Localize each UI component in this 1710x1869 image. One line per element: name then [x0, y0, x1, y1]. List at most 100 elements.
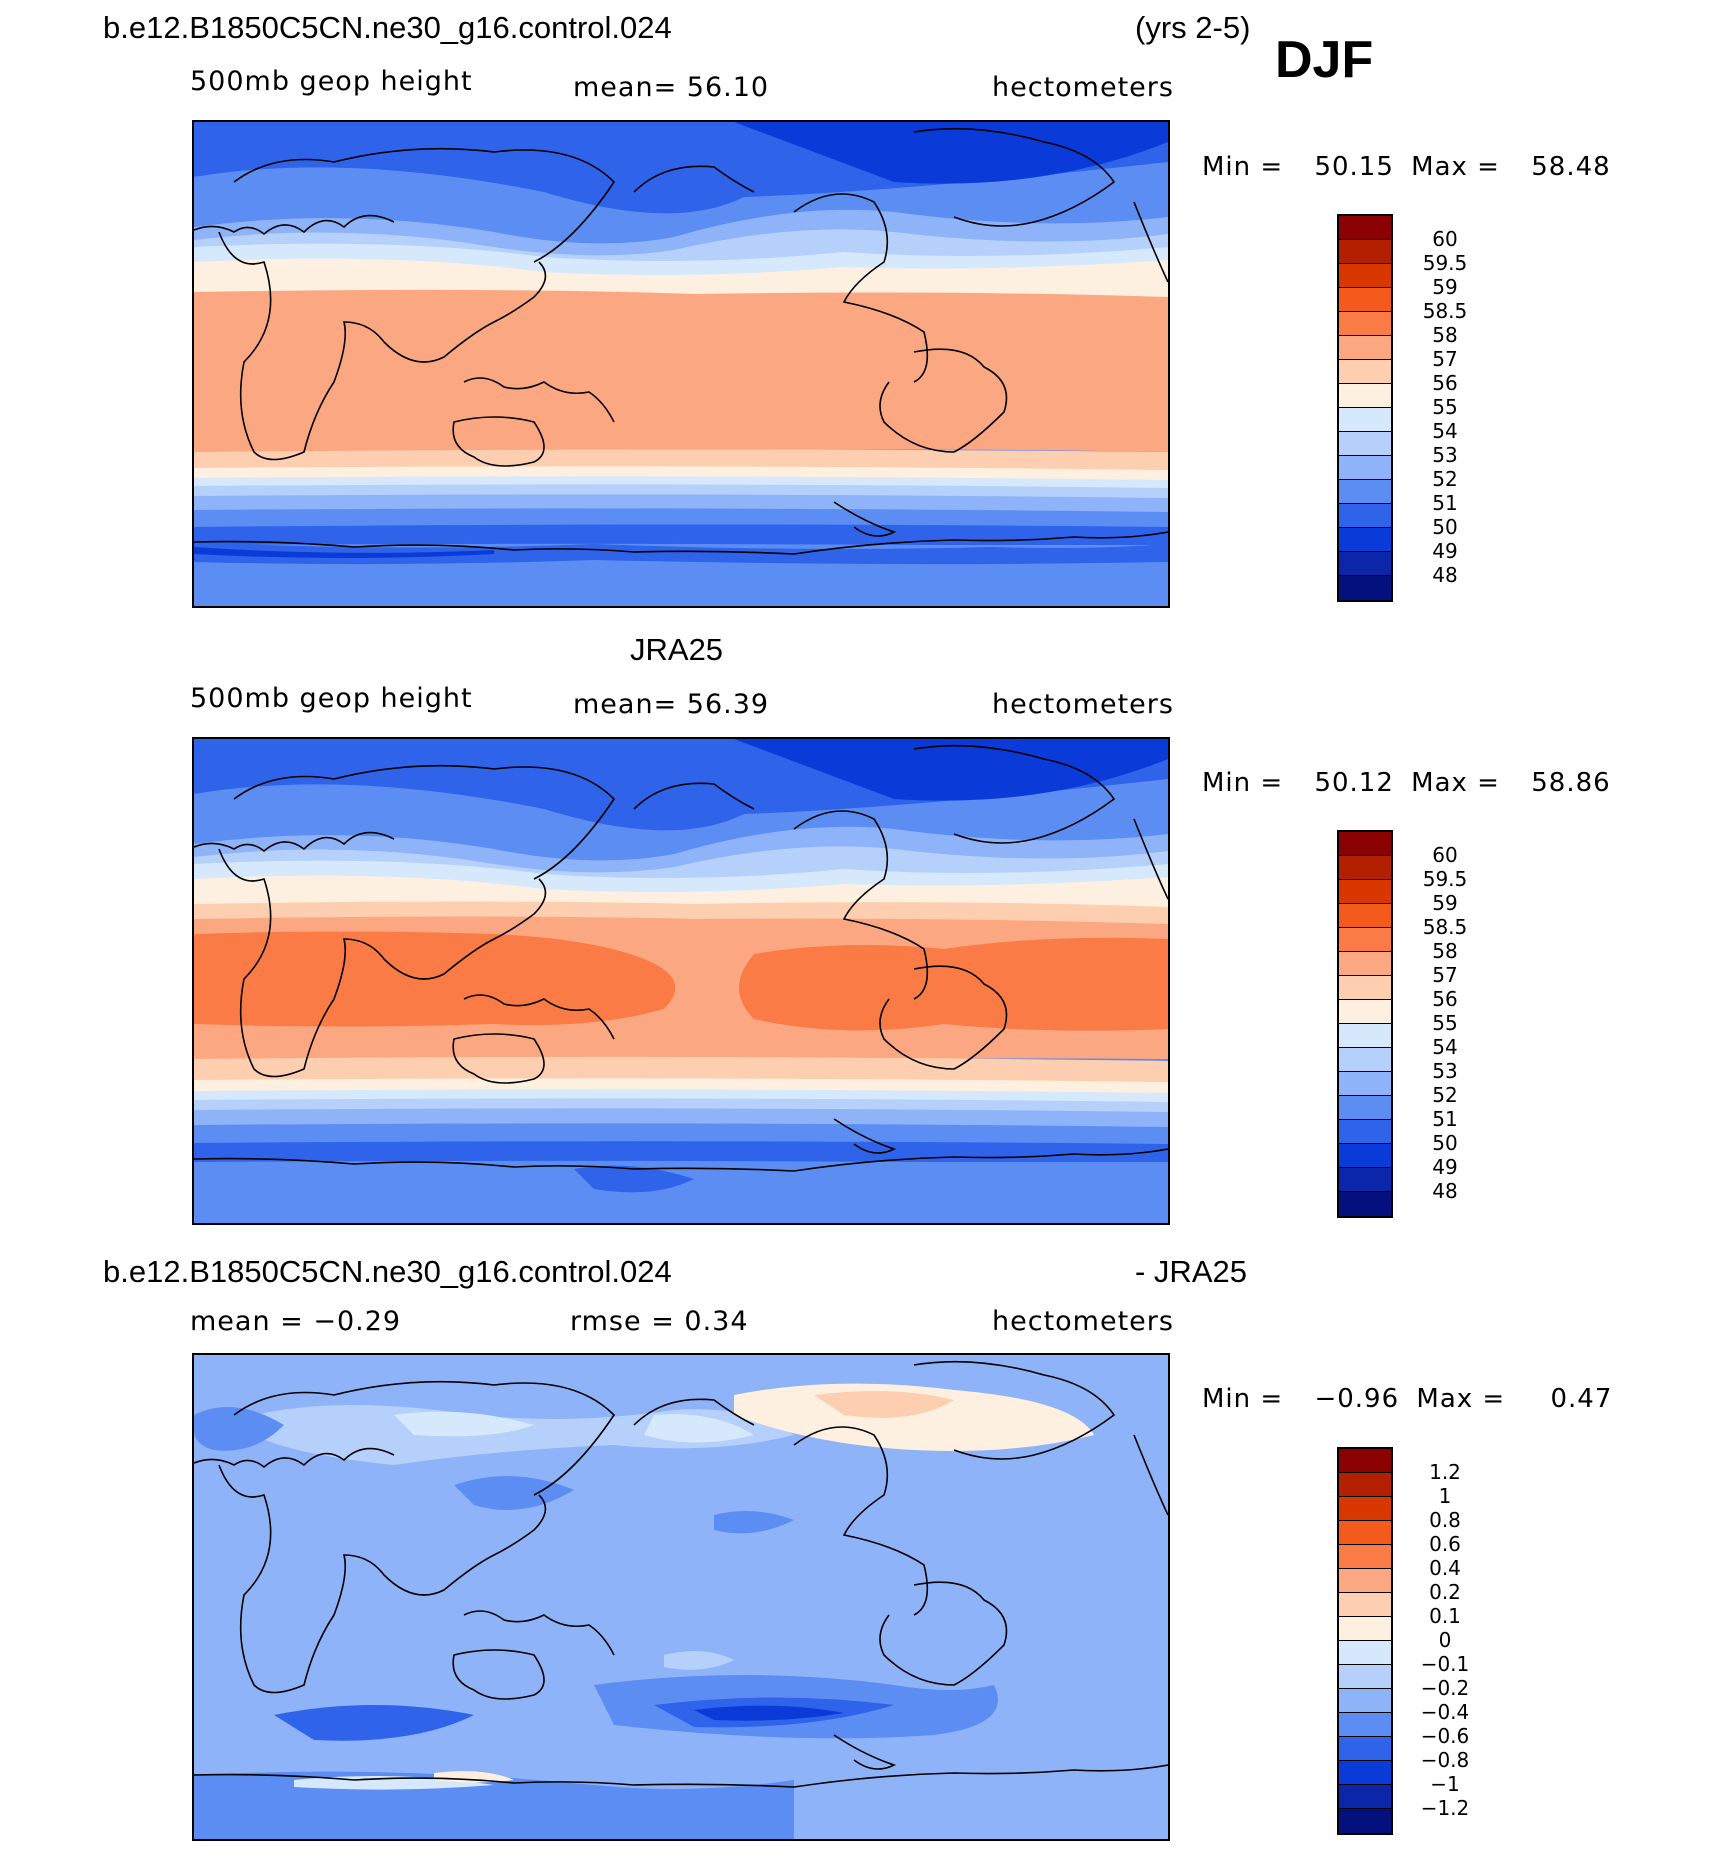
panel3-colorbar-box [1339, 1473, 1391, 1497]
panel2-map [192, 737, 1170, 1225]
panel1-cb-label: 59.5 [1422, 251, 1468, 275]
panel2-variable: 500mb geop height [190, 683, 473, 714]
panel1-min-value: 50.15 [1314, 152, 1394, 182]
panel3-max-value: 0.47 [1550, 1384, 1613, 1414]
panel2-colorbar-box [1339, 904, 1391, 928]
panel3-colorbar-box [1339, 1689, 1391, 1713]
panel1-colorbar-box [1339, 216, 1391, 240]
panel2-colorbar-box [1339, 856, 1391, 880]
panel2-minmax: Min = 50.12 Max = 58.86 [1202, 768, 1611, 798]
panel1-cb-label: 50 [1432, 515, 1458, 539]
panel1-max-label: Max = [1411, 152, 1500, 182]
panel3-cb-label: 1.2 [1429, 1460, 1461, 1484]
panel3-colorbar-labels: 1.2 1 0.8 0.6 0.4 0.2 0.1 0 −0.1 −0.2 −0… [1405, 1460, 1485, 1820]
panel1-colorbar-labels: 60 59.5 59 58.5 58 57 56 55 54 53 52 51 … [1405, 227, 1485, 587]
panel3-cb-label: −0.1 [1420, 1652, 1470, 1676]
panel2-min-value: 50.12 [1314, 768, 1394, 798]
panel1-colorbar-box [1339, 264, 1391, 288]
panel1-cb-label: 54 [1432, 419, 1458, 443]
panel2-colorbar-box [1339, 1048, 1391, 1072]
panel2-colorbar-box [1339, 976, 1391, 1000]
panel3-minmax: Min = −0.96 Max = 0.47 [1202, 1384, 1612, 1414]
panel1-cb-label: 55 [1432, 395, 1458, 419]
years-label: (yrs 2-5) [1135, 10, 1251, 45]
panel3-cb-label: 0.1 [1429, 1604, 1461, 1628]
panel2-cb-label: 52 [1432, 1083, 1458, 1107]
panel3-colorbar [1337, 1447, 1393, 1835]
reference-title: JRA25 [630, 632, 724, 667]
panel3-cb-label: 0.8 [1429, 1508, 1461, 1532]
panel1-cb-label: 57 [1432, 347, 1458, 371]
panel1-variable: 500mb geop height [190, 66, 473, 97]
panel2-cb-label: 58.5 [1422, 915, 1468, 939]
panel3-cb-label: 0 [1438, 1628, 1452, 1652]
panel3-cb-label: −0.4 [1420, 1700, 1470, 1724]
panel3-colorbar-box [1339, 1617, 1391, 1641]
panel2-colorbar-box [1339, 1120, 1391, 1144]
panel3-colorbar-box [1339, 1809, 1391, 1833]
panel2-cb-label: 56 [1432, 987, 1458, 1011]
panel1-cb-label: 60 [1432, 227, 1458, 251]
panel2-max-value: 58.86 [1531, 768, 1611, 798]
panel2-min-label: Min = [1202, 768, 1284, 798]
panel1-mean: mean= 56.10 [573, 72, 770, 103]
panel2-cb-label: 49 [1432, 1155, 1458, 1179]
panel1-colorbar-box [1339, 552, 1391, 576]
panel1-cb-label: 49 [1432, 539, 1458, 563]
panel3-cb-label: −1.2 [1420, 1796, 1470, 1820]
panel2-cb-label: 48 [1432, 1179, 1458, 1203]
panel1-colorbar-box [1339, 528, 1391, 552]
panel3-colorbar-box [1339, 1665, 1391, 1689]
panel3-min-value: −0.96 [1314, 1384, 1400, 1414]
panel1-colorbar [1337, 214, 1393, 602]
panel2-mean: mean= 56.39 [573, 689, 770, 720]
panel3-colorbar-box [1339, 1713, 1391, 1737]
panel1-minmax: Min = 50.15 Max = 58.48 [1202, 152, 1611, 182]
panel1-max-value: 58.48 [1531, 152, 1611, 182]
panel2-cb-label: 53 [1432, 1059, 1458, 1083]
panel3-colorbar-box [1339, 1449, 1391, 1473]
panel3-colorbar-box [1339, 1785, 1391, 1809]
panel1-field [194, 122, 1168, 606]
panel2-colorbar-box [1339, 1144, 1391, 1168]
panel2-cb-label: 57 [1432, 963, 1458, 987]
season-label: DJF [1275, 31, 1374, 89]
panel2-colorbar-box [1339, 1024, 1391, 1048]
panel1-colorbar-box [1339, 336, 1391, 360]
panel1-cb-label: 58 [1432, 323, 1458, 347]
panel2-cb-label: 55 [1432, 1011, 1458, 1035]
panel3-min-label: Min = [1202, 1384, 1284, 1414]
panel1-colorbar-box [1339, 312, 1391, 336]
panel3-max-label: Max = [1416, 1384, 1506, 1414]
panel3-colorbar-box [1339, 1737, 1391, 1761]
panel3-colorbar-box [1339, 1545, 1391, 1569]
panel3-colorbar-box [1339, 1497, 1391, 1521]
panel3-cb-label: −0.8 [1420, 1748, 1470, 1772]
panel1-colorbar-box [1339, 384, 1391, 408]
panel2-cb-label: 50 [1432, 1131, 1458, 1155]
panel1-colorbar-box [1339, 432, 1391, 456]
panel3-colorbar-box [1339, 1761, 1391, 1785]
panel2-cb-label: 51 [1432, 1107, 1458, 1131]
panel2-colorbar-box [1339, 1000, 1391, 1024]
panel3-mean: mean = −0.29 [190, 1306, 402, 1337]
panel3-units: hectometers [992, 1306, 1174, 1337]
panel3-rmse: rmse = 0.34 [570, 1306, 749, 1337]
panel1-cb-label: 58.5 [1422, 299, 1468, 323]
panel2-colorbar-box [1339, 1072, 1391, 1096]
panel3-cb-label: −1 [1430, 1772, 1460, 1796]
panel3-colorbar-box [1339, 1641, 1391, 1665]
diff-case-title: b.e12.B1850C5CN.ne30_g16.control.024 [103, 1254, 672, 1289]
panel1-min-label: Min = [1202, 152, 1284, 182]
panel3-colorbar-box [1339, 1593, 1391, 1617]
panel1-colorbar-box [1339, 480, 1391, 504]
panel1-cb-label: 52 [1432, 467, 1458, 491]
panel1-colorbar-box [1339, 360, 1391, 384]
panel1-colorbar-box [1339, 408, 1391, 432]
panel2-colorbar-box [1339, 952, 1391, 976]
panel1-map [192, 120, 1170, 608]
diff-reference-title: - JRA25 [1135, 1254, 1247, 1289]
panel3-cb-label: −0.6 [1420, 1724, 1470, 1748]
panel1-colorbar-box [1339, 288, 1391, 312]
panel3-map [192, 1353, 1170, 1841]
